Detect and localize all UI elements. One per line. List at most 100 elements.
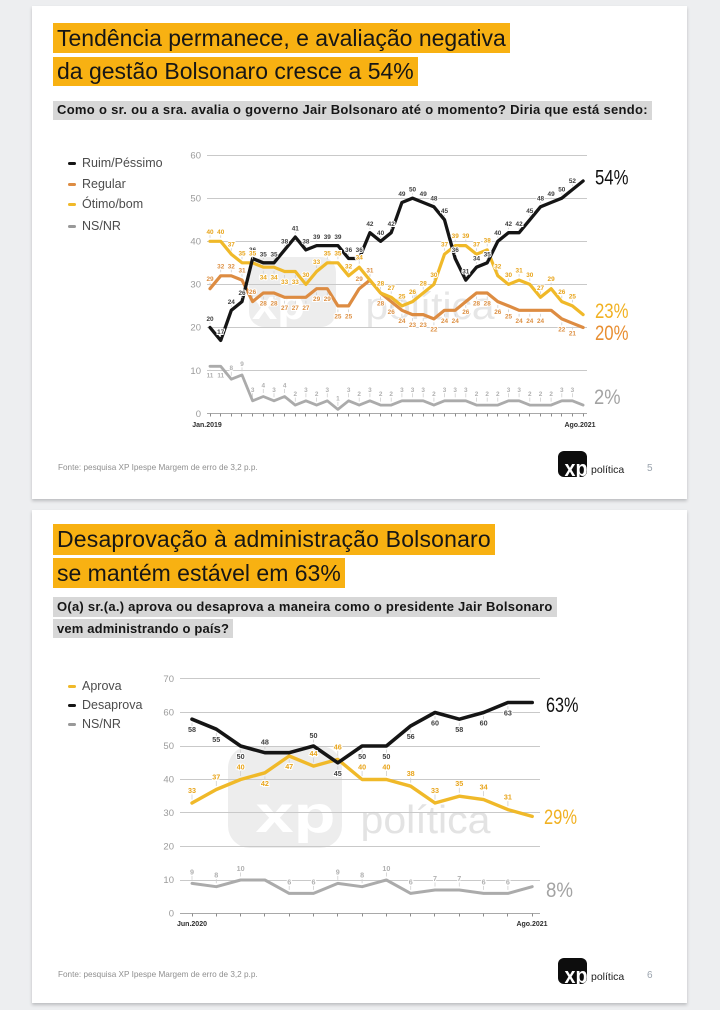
svg-text:4: 4 xyxy=(262,383,266,390)
svg-text:2: 2 xyxy=(528,391,532,398)
svg-text:8%: 8% xyxy=(546,879,573,902)
svg-text:33: 33 xyxy=(188,786,196,795)
svg-text:3: 3 xyxy=(517,387,521,394)
svg-text:34: 34 xyxy=(480,783,488,792)
svg-text:3: 3 xyxy=(347,387,351,394)
svg-text:45: 45 xyxy=(334,769,342,778)
svg-text:28: 28 xyxy=(420,281,428,288)
svg-text:30: 30 xyxy=(505,272,513,279)
svg-text:48: 48 xyxy=(261,738,269,747)
svg-text:40: 40 xyxy=(377,230,385,237)
svg-text:39: 39 xyxy=(462,233,470,240)
svg-text:3: 3 xyxy=(571,387,575,394)
svg-text:63: 63 xyxy=(504,709,512,718)
svg-text:27: 27 xyxy=(388,285,396,292)
svg-text:0: 0 xyxy=(169,909,174,920)
svg-text:25: 25 xyxy=(345,313,353,320)
svg-text:20: 20 xyxy=(163,842,174,853)
svg-text:55: 55 xyxy=(212,735,220,744)
svg-text:3: 3 xyxy=(560,387,564,394)
svg-text:22: 22 xyxy=(558,326,566,333)
svg-text:39: 39 xyxy=(334,234,342,241)
svg-text:33: 33 xyxy=(313,259,321,266)
svg-text:2%: 2% xyxy=(594,386,621,409)
svg-text:49: 49 xyxy=(548,191,556,198)
svg-text:40: 40 xyxy=(382,763,390,772)
svg-text:Ago.2021: Ago.2021 xyxy=(564,422,595,429)
svg-text:7: 7 xyxy=(433,874,437,883)
svg-text:31: 31 xyxy=(366,268,374,275)
svg-text:60: 60 xyxy=(431,719,439,728)
svg-text:3: 3 xyxy=(411,387,415,394)
svg-text:3: 3 xyxy=(400,387,404,394)
svg-text:25: 25 xyxy=(505,313,513,320)
svg-text:35: 35 xyxy=(324,250,332,257)
svg-text:3: 3 xyxy=(326,387,330,394)
svg-text:26: 26 xyxy=(409,289,417,296)
svg-text:58: 58 xyxy=(455,725,463,734)
svg-text:49: 49 xyxy=(398,191,406,198)
svg-text:36: 36 xyxy=(345,247,353,254)
svg-text:34: 34 xyxy=(473,256,481,263)
svg-text:25: 25 xyxy=(334,313,342,320)
svg-text:42: 42 xyxy=(366,221,374,228)
svg-text:38: 38 xyxy=(484,237,492,244)
svg-text:24: 24 xyxy=(398,318,406,325)
svg-text:35: 35 xyxy=(484,251,492,258)
svg-text:38: 38 xyxy=(281,238,289,245)
svg-text:30: 30 xyxy=(302,272,310,279)
svg-text:3: 3 xyxy=(507,387,511,394)
svg-text:9: 9 xyxy=(240,361,244,368)
svg-text:48: 48 xyxy=(537,195,545,202)
svg-text:36: 36 xyxy=(452,247,460,254)
svg-text:39: 39 xyxy=(324,234,332,241)
svg-text:24: 24 xyxy=(516,318,524,325)
svg-text:24: 24 xyxy=(452,318,460,325)
svg-text:2: 2 xyxy=(485,391,489,398)
svg-text:42: 42 xyxy=(388,221,396,228)
svg-text:70: 70 xyxy=(163,674,174,685)
svg-text:25: 25 xyxy=(398,293,406,300)
svg-text:24: 24 xyxy=(537,318,545,325)
svg-text:23: 23 xyxy=(420,322,428,329)
svg-text:45: 45 xyxy=(526,208,534,215)
svg-text:30: 30 xyxy=(163,808,174,819)
svg-text:8: 8 xyxy=(214,871,218,880)
svg-text:60: 60 xyxy=(163,708,174,719)
svg-text:2: 2 xyxy=(432,391,436,398)
svg-text:37: 37 xyxy=(473,242,481,249)
svg-text:50: 50 xyxy=(409,187,417,194)
svg-text:32: 32 xyxy=(345,263,353,270)
svg-text:8: 8 xyxy=(230,365,234,372)
svg-text:32: 32 xyxy=(228,263,236,270)
svg-text:9: 9 xyxy=(336,867,340,876)
svg-text:26: 26 xyxy=(249,289,257,296)
svg-text:10: 10 xyxy=(382,864,390,873)
svg-text:45: 45 xyxy=(441,208,449,215)
svg-text:35: 35 xyxy=(334,250,342,257)
svg-text:40: 40 xyxy=(206,229,214,236)
svg-text:Ago.2021: Ago.2021 xyxy=(516,921,547,928)
svg-text:29: 29 xyxy=(356,276,364,283)
svg-text:2: 2 xyxy=(475,391,479,398)
svg-text:28: 28 xyxy=(473,301,481,308)
svg-text:50: 50 xyxy=(358,752,366,761)
svg-text:24: 24 xyxy=(441,318,449,325)
svg-text:2: 2 xyxy=(549,391,553,398)
svg-text:40: 40 xyxy=(494,230,502,237)
svg-text:34: 34 xyxy=(260,275,268,282)
svg-text:8: 8 xyxy=(360,871,364,880)
svg-text:38: 38 xyxy=(407,769,415,778)
svg-text:35: 35 xyxy=(270,251,278,258)
svg-text:11: 11 xyxy=(207,372,214,379)
svg-text:27: 27 xyxy=(281,305,289,312)
svg-text:26: 26 xyxy=(388,309,396,316)
svg-text:20%: 20% xyxy=(595,322,629,345)
svg-text:28: 28 xyxy=(260,301,268,308)
svg-text:31: 31 xyxy=(238,268,246,275)
svg-text:Jan.2019: Jan.2019 xyxy=(192,422,222,429)
svg-text:10: 10 xyxy=(190,366,201,377)
svg-text:49: 49 xyxy=(420,191,428,198)
svg-text:60: 60 xyxy=(190,150,201,161)
svg-text:63%: 63% xyxy=(546,694,579,717)
